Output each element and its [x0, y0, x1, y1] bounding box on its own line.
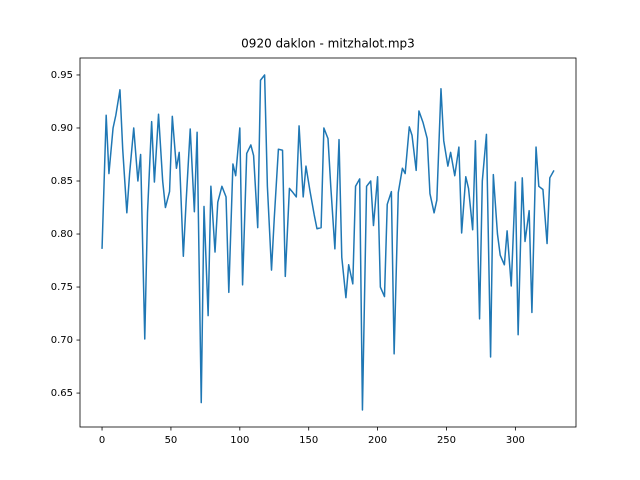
x-tick-label: 150 [299, 435, 318, 446]
y-tick-label: 0.85 [51, 176, 73, 187]
x-tick-label: 50 [165, 435, 178, 446]
y-tick-label: 0.80 [51, 229, 73, 240]
x-tick-label: 200 [368, 435, 387, 446]
x-tick-label: 0 [99, 435, 105, 446]
y-tick-label: 0.70 [51, 335, 73, 346]
x-tick-label: 250 [437, 435, 456, 446]
plot-frame [79, 57, 577, 428]
x-tick-label: 300 [506, 435, 525, 446]
x-tick-label: 100 [230, 435, 249, 446]
chart-title: 0920 daklon - mitzhalot.mp3 [241, 37, 415, 51]
data-line [101, 74, 555, 411]
y-tick-label: 0.65 [51, 388, 73, 399]
y-tick-label: 0.90 [51, 123, 73, 134]
y-tick-label: 0.75 [51, 282, 73, 293]
y-tick-label: 0.95 [51, 70, 73, 81]
